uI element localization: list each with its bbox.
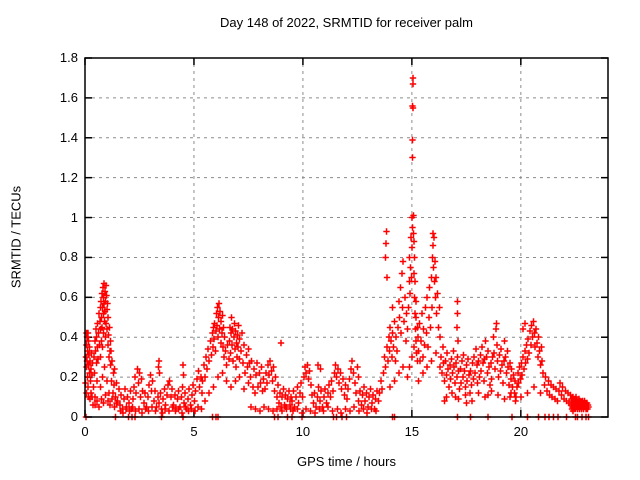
x-tick-label: 20: [513, 424, 529, 439]
chart-title: Day 148 of 2022, SRMTID for receiver pal…: [220, 15, 473, 30]
x-tick-label: 0: [81, 424, 89, 439]
y-tick-label: 0.2: [59, 369, 78, 385]
scatter-points: [82, 74, 592, 421]
y-tick-label: 0.4: [59, 329, 78, 345]
y-tick-label: 0.8: [59, 249, 78, 265]
y-tick-label: 1: [70, 209, 78, 225]
y-tick-label: 1.6: [59, 89, 78, 105]
x-tick-label: 15: [404, 424, 420, 439]
x-axis-label: GPS time / hours: [297, 454, 396, 469]
gridlines: [85, 58, 608, 417]
y-tick-label: 0: [70, 409, 78, 424]
y-tick-label: 1.2: [59, 169, 78, 185]
y-axis-label: SRMTID / TECUs: [8, 185, 24, 289]
plot-border: [84, 57, 609, 418]
x-tick-label: 10: [295, 424, 311, 439]
x-tick-label: 5: [190, 424, 198, 439]
axis-ticks: [84, 57, 608, 418]
y-tick-label: 1.4: [59, 129, 78, 145]
y-tick-label: 1.8: [59, 50, 78, 65]
y-tick-label: 0.6: [59, 289, 78, 305]
